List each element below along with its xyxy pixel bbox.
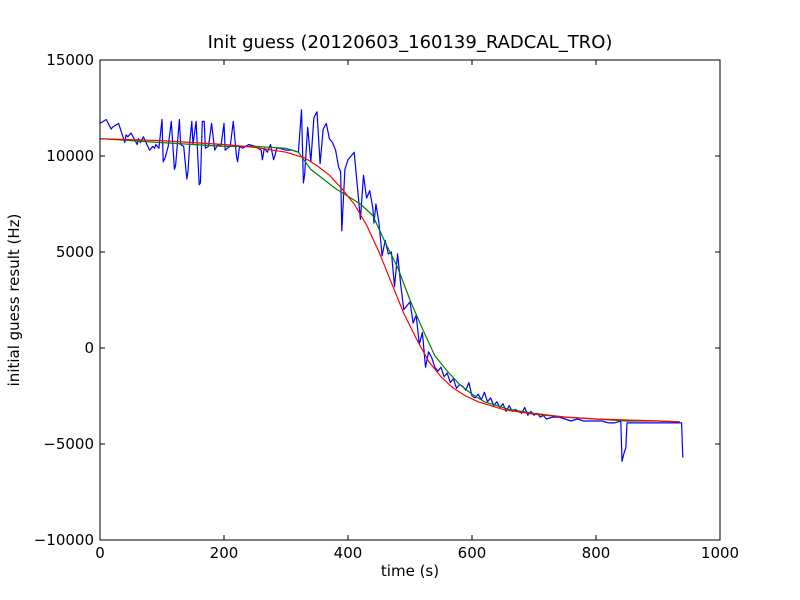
x-tick-label: 200 bbox=[210, 544, 239, 562]
x-tick-label: 400 bbox=[334, 544, 363, 562]
axis-ticks: 0 200 400 600 800 1000 −10000 −5000 0 5000 10000 15… bbox=[34, 51, 739, 562]
x-tick-label: 0 bbox=[95, 544, 105, 562]
series-line-3 bbox=[100, 138, 680, 423]
plot-area bbox=[100, 109, 684, 462]
y-tick-label: 10000 bbox=[46, 147, 94, 165]
chart-title: Init guess (20120603_160139_RADCAL_TRO) bbox=[208, 32, 613, 53]
y-axis-label: initial guess result (Hz) bbox=[5, 214, 23, 387]
x-tick-label: 600 bbox=[458, 544, 487, 562]
series-line-2 bbox=[100, 138, 680, 423]
x-tick-label: 1000 bbox=[701, 544, 739, 562]
y-tick-label: 15000 bbox=[46, 51, 94, 69]
y-tick-label: 0 bbox=[84, 339, 94, 357]
y-tick-label: −5000 bbox=[43, 435, 94, 453]
x-axis-label: time (s) bbox=[381, 562, 439, 580]
y-tick-label: 5000 bbox=[56, 243, 94, 261]
plot-frame bbox=[99, 59, 721, 541]
x-tick-label: 800 bbox=[582, 544, 611, 562]
y-tick-label: −10000 bbox=[34, 531, 94, 549]
